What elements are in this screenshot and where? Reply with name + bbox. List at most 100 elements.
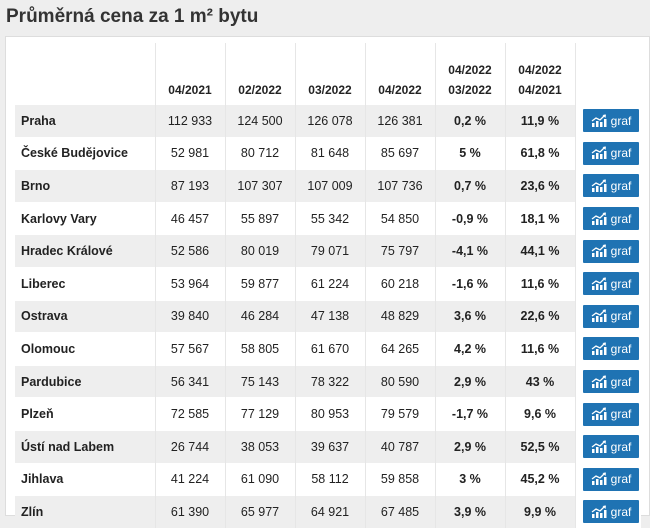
chart-icon	[591, 179, 607, 192]
price-04-2021: 26 744	[155, 429, 226, 464]
actions-cell: graf	[575, 462, 641, 496]
graf-button[interactable]: graf	[583, 337, 639, 361]
price-04-2022: 60 218	[365, 266, 436, 301]
change-month: 0,7 %	[435, 169, 506, 203]
graf-button[interactable]: graf	[583, 467, 639, 491]
graf-button[interactable]: graf	[583, 435, 639, 459]
actions-cell: graf	[575, 104, 641, 138]
chart-icon	[591, 114, 607, 127]
price-04-2022: 54 850	[365, 201, 436, 235]
price-03-2022: 126 078	[295, 104, 366, 138]
chart-icon	[591, 407, 607, 421]
change-month: -1,7 %	[435, 397, 506, 431]
graf-button[interactable]: graf	[583, 500, 639, 524]
price-03-2022: 78 322	[295, 364, 366, 398]
price-04-2022: 40 787	[365, 429, 436, 464]
actions-cell: graf	[575, 397, 641, 431]
header-change-year: 04/2022 04/2021	[505, 43, 576, 105]
graf-button-label: graf	[610, 211, 632, 226]
header-change-month-line1: 04/2022	[448, 63, 492, 77]
price-02-2022: 80 019	[225, 234, 296, 268]
price-04-2022: 107 736	[365, 169, 436, 203]
chart-icon	[591, 309, 607, 323]
header-03-2022: 03/2022	[295, 43, 366, 105]
graf-button-label: graf	[610, 244, 632, 259]
price-02-2022: 107 307	[225, 169, 296, 203]
price-02-2022: 80 712	[225, 136, 296, 170]
change-month: 2,9 %	[435, 429, 506, 464]
region-name: Ostrava	[15, 299, 156, 333]
actions-cell: graf	[575, 136, 641, 170]
table-row: Plzeň 72 585 77 129 80 953 79 579 -1,7 % 9,6 %…	[15, 397, 641, 431]
price-03-2022: 79 071	[295, 234, 366, 268]
price-03-2022: 107 009	[295, 169, 366, 203]
chart-icon	[591, 375, 607, 388]
change-year: 43 %	[505, 364, 576, 398]
graf-button[interactable]: graf	[583, 304, 639, 328]
graf-button-label: graf	[610, 439, 632, 454]
page-title: Průměrná cena za 1 m² bytu	[6, 6, 259, 27]
table-row: Hradec Králové 52 586 80 019 79 071 75 797 -4…	[15, 234, 641, 268]
header-change-month: 04/2022 03/2022	[435, 43, 506, 105]
graf-button[interactable]: graf	[583, 109, 639, 133]
price-04-2021: 52 981	[155, 136, 226, 170]
region-name: České Budějovice	[15, 136, 156, 170]
graf-button[interactable]: graf	[583, 141, 639, 165]
change-year: 52,5 %	[505, 429, 576, 464]
actions-cell: graf	[575, 495, 641, 528]
change-month: 4,2 %	[435, 332, 506, 366]
change-month: -0,9 %	[435, 201, 506, 235]
region-name: Pardubice	[15, 364, 156, 398]
change-year: 11,6 %	[505, 266, 576, 301]
price-04-2022: 85 697	[365, 136, 436, 170]
region-name: Jihlava	[15, 462, 156, 496]
graf-button-label: graf	[610, 341, 632, 356]
graf-button[interactable]: graf	[583, 272, 639, 296]
region-name: Karlovy Vary	[15, 201, 156, 235]
region-name: Olomouc	[15, 332, 156, 366]
header-change-year-line1: 04/2022	[518, 63, 562, 77]
actions-cell: graf	[575, 364, 641, 398]
table-row: Liberec 53 964 59 877 61 224 60 218 -1,6 % 11,…	[15, 266, 641, 301]
change-month: 3 %	[435, 462, 506, 496]
price-04-2022: 75 797	[365, 234, 436, 268]
price-04-2022: 67 485	[365, 495, 436, 528]
price-04-2021: 39 840	[155, 299, 226, 333]
change-year: 23,6 %	[505, 169, 576, 203]
price-02-2022: 77 129	[225, 397, 296, 431]
graf-button[interactable]: graf	[583, 370, 639, 394]
graf-button-label: graf	[610, 309, 632, 324]
graf-button[interactable]: graf	[583, 174, 639, 198]
change-year: 44,1 %	[505, 234, 576, 268]
actions-cell: graf	[575, 169, 641, 203]
price-04-2021: 56 341	[155, 364, 226, 398]
price-03-2022: 39 637	[295, 429, 366, 464]
price-03-2022: 80 953	[295, 397, 366, 431]
graf-button[interactable]: graf	[583, 239, 639, 263]
price-04-2022: 79 579	[365, 397, 436, 431]
header-name	[15, 43, 156, 105]
chart-icon	[591, 505, 607, 518]
graf-button[interactable]: graf	[583, 207, 639, 231]
price-02-2022: 46 284	[225, 299, 296, 333]
table-row: Pardubice 56 341 75 143 78 322 80 590 2,9 % 43…	[15, 364, 641, 398]
price-02-2022: 61 090	[225, 462, 296, 496]
price-04-2022: 126 381	[365, 104, 436, 138]
table-row: Brno 87 193 107 307 107 009 107 736 0,7 % 23,6…	[15, 169, 641, 203]
price-03-2022: 58 112	[295, 462, 366, 496]
region-name: Hradec Králové	[15, 234, 156, 268]
region-name: Ústí nad Labem	[15, 429, 156, 464]
change-year: 9,9 %	[505, 495, 576, 528]
actions-cell: graf	[575, 266, 641, 301]
table-row: České Budějovice 52 981 80 712 81 648 85 697…	[15, 136, 641, 170]
graf-button-label: graf	[610, 472, 632, 487]
change-year: 9,6 %	[505, 397, 576, 431]
table-row: Zlín 61 390 65 977 64 921 67 485 3,9 % 9,9 % gr…	[15, 495, 641, 528]
header-02-2022: 02/2022	[225, 43, 296, 105]
price-table: 04/2021 02/2022 03/2022 04/2022 04/2022 …	[15, 43, 641, 528]
change-month: -4,1 %	[435, 234, 506, 268]
price-02-2022: 65 977	[225, 495, 296, 528]
change-month: 0,2 %	[435, 104, 506, 138]
graf-button[interactable]: graf	[583, 402, 639, 426]
price-02-2022: 59 877	[225, 266, 296, 301]
